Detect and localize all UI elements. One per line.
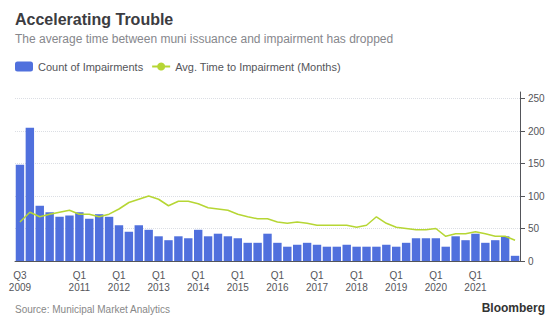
svg-text:2017: 2017: [306, 282, 329, 293]
svg-text:Source: Municipal Market Analy: Source: Municipal Market Analytics: [15, 304, 170, 315]
svg-text:Avg. Time to Impairment (Month: Avg. Time to Impairment (Months): [175, 61, 340, 73]
svg-text:2020: 2020: [425, 282, 448, 293]
svg-text:Count of Impairments: Count of Impairments: [38, 61, 144, 73]
svg-text:150: 150: [528, 158, 545, 169]
svg-text:Bloomberg: Bloomberg: [482, 301, 545, 315]
svg-text:Q3: Q3: [13, 270, 27, 281]
svg-text:2012: 2012: [108, 282, 131, 293]
svg-text:Q1: Q1: [152, 270, 166, 281]
svg-text:Q1: Q1: [390, 270, 404, 281]
svg-text:200: 200: [528, 126, 545, 137]
svg-text:2015: 2015: [227, 282, 250, 293]
svg-text:100: 100: [528, 191, 545, 202]
svg-text:Accelerating Trouble: Accelerating Trouble: [15, 11, 173, 28]
svg-text:Q1: Q1: [112, 270, 126, 281]
svg-text:Q1: Q1: [469, 270, 483, 281]
svg-text:2021: 2021: [464, 282, 487, 293]
svg-text:2016: 2016: [266, 282, 289, 293]
svg-text:50: 50: [528, 223, 540, 234]
svg-text:2018: 2018: [345, 282, 368, 293]
svg-text:250: 250: [528, 93, 545, 104]
svg-text:The average time between muni: The average time between muni issuance a…: [15, 32, 393, 46]
svg-text:Q1: Q1: [271, 270, 285, 281]
svg-text:2014: 2014: [187, 282, 210, 293]
svg-text:2011: 2011: [69, 282, 91, 293]
svg-text:2013: 2013: [147, 282, 170, 293]
svg-text:Q1: Q1: [73, 270, 87, 281]
svg-text:Q1: Q1: [429, 270, 443, 281]
svg-text:0: 0: [528, 256, 534, 267]
svg-text:Q1: Q1: [192, 270, 206, 281]
svg-text:2019: 2019: [385, 282, 408, 293]
svg-text:2009: 2009: [9, 282, 32, 293]
svg-text:Q1: Q1: [231, 270, 245, 281]
svg-text:Q1: Q1: [350, 270, 364, 281]
svg-text:Q1: Q1: [310, 270, 324, 281]
